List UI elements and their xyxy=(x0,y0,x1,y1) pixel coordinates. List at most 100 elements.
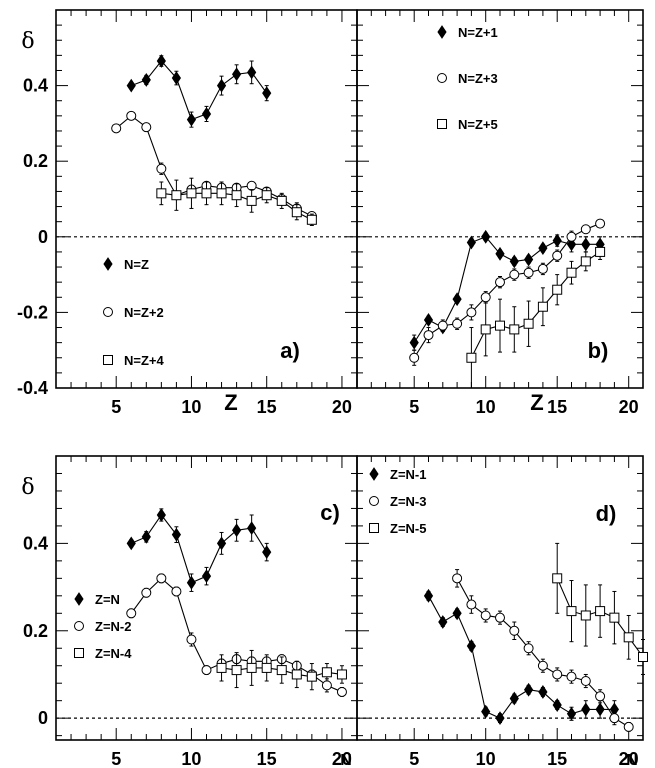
legend-label: Z=N-3 xyxy=(390,494,426,509)
data-point xyxy=(141,587,152,598)
data-point xyxy=(246,662,257,673)
data-point xyxy=(336,669,347,680)
data-point xyxy=(171,586,182,597)
data-point xyxy=(186,188,197,199)
legend-marker-diamond xyxy=(437,25,447,39)
legend-label: N=Z+5 xyxy=(458,117,498,132)
data-point xyxy=(466,639,477,653)
series-line xyxy=(470,251,601,359)
data-point xyxy=(171,190,182,201)
data-point xyxy=(423,330,434,341)
data-point xyxy=(231,67,242,82)
data-point xyxy=(566,606,577,617)
x-tick-label: 5 xyxy=(111,397,121,417)
data-point xyxy=(495,277,505,288)
legend-marker-circle xyxy=(437,73,447,83)
data-point xyxy=(246,195,257,206)
legend-label: Z=N xyxy=(95,592,120,607)
legend-marker-diamond xyxy=(369,467,379,481)
data-point xyxy=(552,250,563,261)
data-point xyxy=(537,301,548,312)
data-point xyxy=(186,112,197,127)
x-tick-label: 20 xyxy=(332,397,352,417)
data-point xyxy=(156,54,166,68)
series-square xyxy=(156,177,317,226)
data-point xyxy=(423,313,434,327)
data-point xyxy=(171,71,182,85)
data-point xyxy=(216,536,227,551)
data-point xyxy=(481,229,491,244)
data-point xyxy=(538,685,548,699)
data-point xyxy=(566,706,577,721)
data-point xyxy=(638,651,648,662)
legend-label: N=Z+3 xyxy=(458,71,498,86)
x-tick-label: 15 xyxy=(257,397,277,417)
legend-marker-diamond xyxy=(103,257,113,271)
legend-marker-circle xyxy=(74,621,84,631)
legend-marker-square xyxy=(369,523,379,533)
data-point xyxy=(291,669,302,680)
x-tick-label: 10 xyxy=(476,397,496,417)
data-point xyxy=(141,122,152,133)
data-point xyxy=(537,660,548,671)
data-point xyxy=(466,307,477,318)
data-point xyxy=(321,680,332,691)
data-point xyxy=(552,573,563,584)
legend-label: Z=N-2 xyxy=(95,619,131,634)
data-point xyxy=(126,608,137,619)
data-point xyxy=(452,573,463,584)
data-point xyxy=(231,665,242,676)
data-point xyxy=(609,612,620,623)
data-point xyxy=(509,269,520,280)
data-point xyxy=(466,599,477,610)
series-square xyxy=(552,542,648,675)
data-point xyxy=(466,235,477,250)
x-tick-label: 20 xyxy=(619,397,639,417)
x-tick-label: 5 xyxy=(409,749,419,768)
data-point xyxy=(111,123,122,134)
data-point xyxy=(538,241,548,256)
data-point xyxy=(216,188,227,199)
data-point xyxy=(247,521,257,535)
data-point xyxy=(595,606,606,617)
data-point xyxy=(581,702,591,717)
data-point xyxy=(186,575,197,590)
legend-marker-square xyxy=(103,355,113,365)
series-diamond xyxy=(423,588,620,726)
panel-a: 5 10 15 20 -0.4 -0.2 0 0.2 0.4 δ Z N=Z N=Z+2 N=Z+4 a) xyxy=(17,9,358,417)
series-diamond xyxy=(409,229,605,351)
y-tick-label: -0.4 xyxy=(17,378,48,398)
data-point xyxy=(481,704,491,719)
data-point xyxy=(306,671,317,682)
series-line xyxy=(131,60,268,121)
data-point xyxy=(566,231,577,242)
data-point xyxy=(156,508,166,522)
data-point xyxy=(566,267,577,278)
data-point xyxy=(523,643,534,654)
data-point xyxy=(141,529,151,544)
legend-marker-square xyxy=(437,119,447,129)
x-axis-label-c: N xyxy=(340,752,352,768)
data-point xyxy=(495,320,505,331)
data-point xyxy=(321,667,332,678)
data-point xyxy=(609,713,620,724)
data-point xyxy=(580,676,591,687)
data-point xyxy=(480,610,491,621)
series-circle xyxy=(452,569,634,732)
data-point xyxy=(409,335,419,350)
panel-b: 5 10 15 20 Z N=Z+1 N=Z+3 N=Z+5 b) xyxy=(356,9,644,417)
data-point xyxy=(156,188,167,199)
x-tick-label: 10 xyxy=(181,397,201,417)
data-point xyxy=(261,190,272,201)
x-tick-label: 10 xyxy=(181,749,201,768)
data-point xyxy=(552,284,563,295)
data-point xyxy=(552,669,563,680)
data-point xyxy=(231,190,242,201)
data-point xyxy=(276,665,287,676)
data-point xyxy=(156,163,167,174)
data-point xyxy=(126,78,136,93)
y-tick-label: 0 xyxy=(38,227,48,247)
data-point xyxy=(480,324,491,335)
data-point xyxy=(537,263,548,274)
